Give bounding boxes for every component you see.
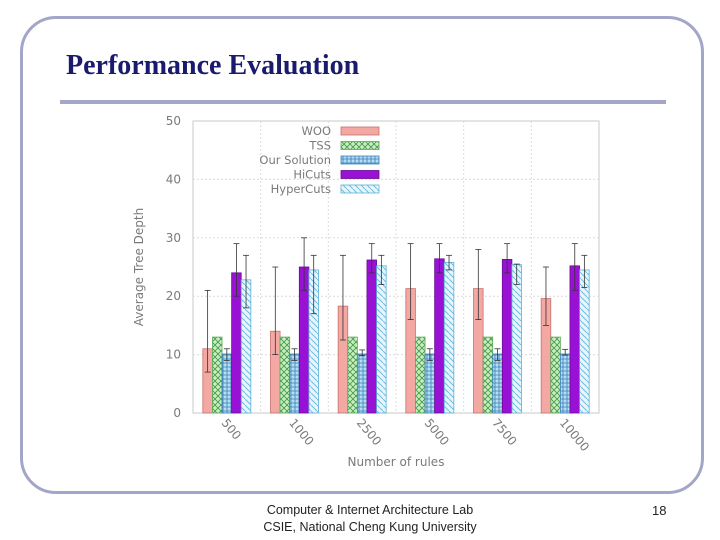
legend-swatch xyxy=(340,126,380,136)
legend-swatch xyxy=(340,141,380,150)
legend-swatch xyxy=(340,170,380,179)
bar-hypercuts xyxy=(443,261,455,414)
bar-tss xyxy=(347,336,358,414)
bar-hicuts xyxy=(434,258,445,414)
page-number: 18 xyxy=(652,503,667,518)
bar-tss xyxy=(279,336,291,414)
slide-title: Performance Evaluation xyxy=(66,50,360,81)
bar-our-solution xyxy=(424,353,436,414)
y-tick-label: 10 xyxy=(166,348,181,362)
y-axis-label: Average Tree Depth xyxy=(132,208,146,326)
x-tick-label: 7500 xyxy=(489,416,519,448)
bar-hypercuts xyxy=(511,264,522,414)
x-axis-label: Number of rules xyxy=(348,455,445,469)
bar-tss xyxy=(482,336,494,414)
x-tick-label: 1000 xyxy=(286,416,316,448)
bar-our-solution xyxy=(289,353,300,414)
footer-lab: Computer & Internet Architecture Lab xyxy=(266,503,474,517)
legend-label: Our Solution xyxy=(259,153,331,167)
bar-our-solution xyxy=(492,353,503,414)
bar-our-solution xyxy=(221,353,233,414)
legend-swatch xyxy=(340,184,380,194)
y-tick-label: 40 xyxy=(166,172,181,186)
legend-label: HiCuts xyxy=(293,168,331,182)
y-tick-label: 0 xyxy=(173,406,181,420)
footer-university: CSIE, National Cheng Kung University xyxy=(263,520,477,534)
footer: Computer & Internet Architecture Lab CSI… xyxy=(214,502,526,536)
bar-tss xyxy=(550,336,561,414)
y-tick-label: 50 xyxy=(166,114,181,128)
bar-tss xyxy=(212,336,223,414)
bar-chart: 0 10 20 30 40 50 500 1000 2500 5000 7500 10000 WOO… xyxy=(132,114,600,469)
legend-swatch xyxy=(340,155,380,165)
y-tick-label: 30 xyxy=(166,231,181,245)
title-underline xyxy=(60,100,666,104)
bar-hicuts xyxy=(501,259,513,414)
y-tick-label: 20 xyxy=(166,289,181,303)
x-tick-label: 10000 xyxy=(557,416,592,454)
x-tick-label: 2500 xyxy=(354,416,384,448)
legend-label: HyperCuts xyxy=(271,182,331,196)
legend-label: WOO xyxy=(302,124,331,138)
bar-our-solution xyxy=(356,353,368,414)
bar-hicuts xyxy=(366,259,377,414)
bar-hypercuts xyxy=(579,269,590,414)
bar-hypercuts xyxy=(376,265,387,414)
bar-tss xyxy=(415,336,426,414)
x-tick-label: 5000 xyxy=(422,416,452,448)
legend-label: TSS xyxy=(308,139,331,153)
bar-our-solution xyxy=(559,353,571,414)
x-tick-label: 500 xyxy=(219,416,244,443)
